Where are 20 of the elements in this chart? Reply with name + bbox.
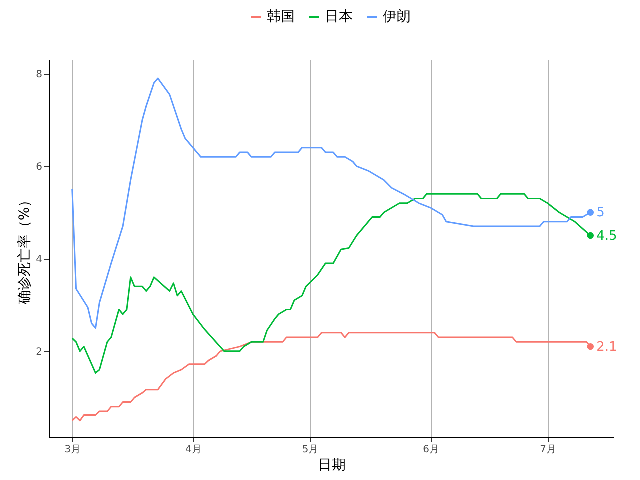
legend-label: 日本	[325, 9, 353, 25]
x-tick-label: 4月	[185, 444, 202, 456]
data-label: 4.5	[596, 228, 618, 244]
x-tick-label: 6月	[423, 444, 440, 456]
x-axis-title: 日期	[318, 458, 346, 474]
data-label: 2.1	[596, 340, 618, 355]
y-tick-label: 6	[36, 162, 42, 173]
y-axis-title: 确诊死亡率（%）	[17, 193, 34, 306]
x-tick-label: 3月	[64, 444, 82, 456]
x-tick-label: 5月	[302, 444, 319, 456]
point	[587, 232, 594, 240]
legend-label: 韩国	[267, 9, 295, 25]
point	[587, 209, 594, 216]
y-tick-label: 4	[36, 254, 42, 266]
y-tick-label: 8	[36, 69, 42, 80]
x-tick-label: 7月	[540, 444, 556, 456]
legend-label: 伊朗	[383, 9, 411, 25]
data-label: 5	[596, 206, 605, 221]
point	[587, 343, 594, 350]
y-tick-label: 2	[36, 346, 42, 358]
